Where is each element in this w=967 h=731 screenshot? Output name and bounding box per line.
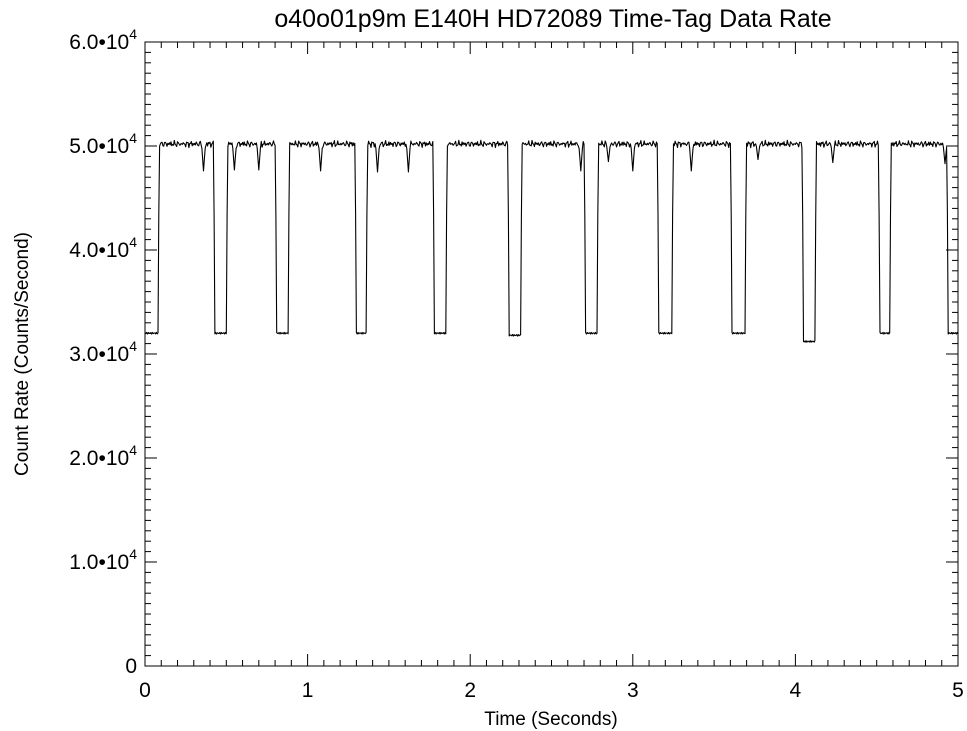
y-tick-label: 2.0•104 bbox=[69, 442, 137, 470]
chart-title: o40o01p9m E140H HD72089 Time-Tag Data Ra… bbox=[274, 5, 831, 33]
y-tick-label: 4.0•104 bbox=[69, 234, 137, 262]
y-tick-labels: 0 1.0•104 2.0•104 3.0•104 4.0•104 5.0•104 6.0•… bbox=[69, 26, 137, 678]
x-tick-labels: 0 1 2 3 4 5 bbox=[139, 679, 964, 702]
y-tick-label: 5.0•104 bbox=[69, 130, 137, 158]
x-tick-label: 1 bbox=[302, 679, 314, 702]
minor-ticks bbox=[145, 42, 958, 666]
major-ticks bbox=[144, 41, 959, 667]
x-tick-label: 2 bbox=[464, 679, 476, 702]
x-tick-label: 5 bbox=[952, 679, 964, 702]
plot-frame bbox=[144, 41, 959, 667]
x-axis-label: Time (Seconds) bbox=[484, 709, 617, 730]
y-axis-label: Count Rate (Counts/Second) bbox=[12, 232, 33, 476]
x-tick-label: 4 bbox=[790, 679, 802, 702]
y-tick-label: 0 bbox=[125, 655, 137, 678]
y-tick-label: 3.0•104 bbox=[69, 338, 137, 366]
y-tick-label: 1.0•104 bbox=[69, 546, 137, 574]
x-tick-label: 3 bbox=[627, 679, 639, 702]
x-tick-label: 0 bbox=[139, 679, 151, 702]
y-tick-label: 6.0•104 bbox=[69, 26, 137, 54]
count-rate-series-line bbox=[144, 139, 959, 343]
